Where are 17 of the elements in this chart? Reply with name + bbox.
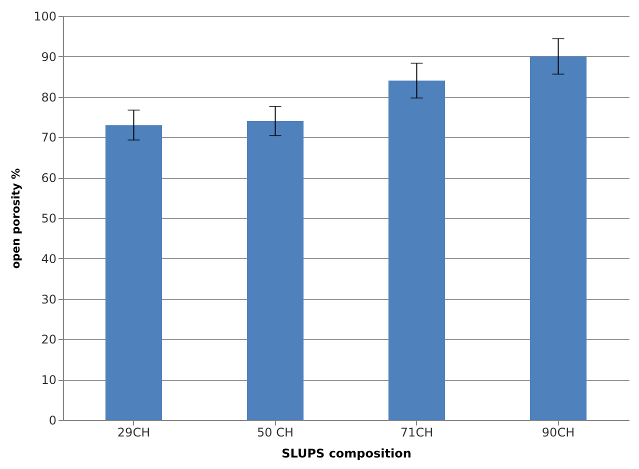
y-tick-label: 40 xyxy=(41,252,56,266)
y-tick-label: 100 xyxy=(34,10,56,24)
y-tick-label: 50 xyxy=(41,212,56,226)
y-tick-label: 60 xyxy=(41,171,56,186)
y-tick-label: 30 xyxy=(41,292,56,306)
y-tick-label: 10 xyxy=(41,373,56,388)
y-tick-label: 80 xyxy=(41,90,56,104)
y-tick-label: 90 xyxy=(41,50,56,64)
y-tick-label: 70 xyxy=(41,130,56,145)
y-tick-label: 20 xyxy=(41,332,56,347)
x-tick-label: 71CH xyxy=(400,426,434,440)
x-tick-label: 90CH xyxy=(542,426,575,440)
y-tick-label: 0 xyxy=(48,414,56,428)
y-axis-title: open porosity % xyxy=(10,168,23,269)
x-tick-label: 29CH xyxy=(117,426,150,440)
x-tick-label: 50 CH xyxy=(257,426,294,440)
x-axis-title: SLUPS composition xyxy=(282,446,412,460)
